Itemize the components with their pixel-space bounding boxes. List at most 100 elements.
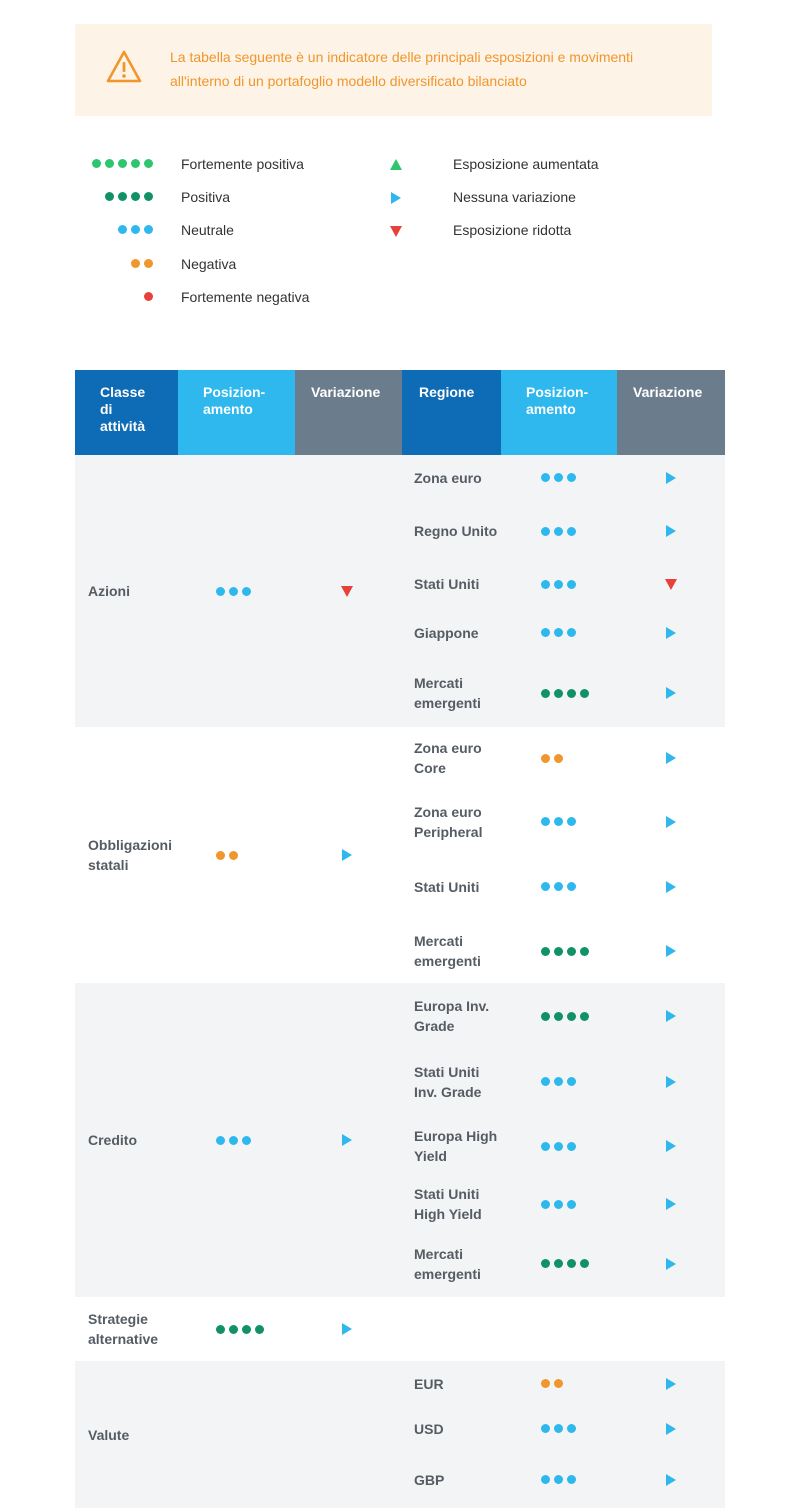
neutral-rating-dots bbox=[541, 579, 616, 589]
table-row: Stati Uniti High Yield bbox=[75, 1178, 725, 1230]
table-row: Mercati emergenti bbox=[75, 659, 725, 727]
region-change-cell bbox=[617, 1230, 725, 1297]
rating-dot bbox=[229, 850, 238, 860]
table-row: Regno Unito bbox=[75, 500, 725, 562]
positive-rating-dots bbox=[541, 946, 616, 956]
triangle-right-icon bbox=[666, 1075, 676, 1088]
rating-dot bbox=[567, 628, 576, 637]
rating-dot bbox=[541, 628, 550, 637]
legend-label-neutral: Neutrale bbox=[181, 222, 234, 238]
triangle-right-icon bbox=[342, 849, 352, 861]
triangle-down-icon bbox=[665, 579, 677, 590]
region-cell: Stati Uniti bbox=[402, 562, 501, 606]
table-row: Mercati emergenti bbox=[75, 1230, 725, 1297]
triangle-right-icon bbox=[391, 192, 401, 204]
region-change-cell bbox=[617, 562, 725, 606]
rating-dot bbox=[229, 1135, 238, 1145]
rating-dot bbox=[541, 817, 550, 826]
region-change-cell bbox=[617, 606, 725, 659]
triangle-right-icon bbox=[666, 815, 676, 828]
triangle-right-icon bbox=[666, 1473, 676, 1486]
region-positioning-cell bbox=[501, 789, 617, 854]
legend-label-triangle-right: Nessuna variazione bbox=[453, 189, 576, 205]
region-cell: Mercati emergenti bbox=[402, 659, 501, 727]
rating-dot bbox=[118, 192, 127, 201]
asset-class-cell: Obbligazioni statali bbox=[75, 727, 178, 983]
rating-dot bbox=[216, 1135, 225, 1145]
rating-dot bbox=[567, 1077, 576, 1086]
triangle-right-icon bbox=[666, 1422, 676, 1435]
triangle-up-icon bbox=[390, 159, 402, 170]
rating-dot bbox=[567, 1259, 576, 1268]
region-change-cell bbox=[617, 1297, 725, 1361]
asset-class-cell: Strategie alternative bbox=[75, 1297, 178, 1361]
table-row: Obbligazioni statali Zona euro Core bbox=[75, 727, 725, 983]
strongly-negative-rating-dots bbox=[144, 292, 153, 301]
region-change-cell bbox=[617, 659, 725, 727]
region-change-cell bbox=[617, 500, 725, 562]
neutral-rating-dots bbox=[216, 586, 294, 596]
rating-dot bbox=[541, 1077, 550, 1086]
asset-change-cell bbox=[295, 1361, 402, 1508]
disclaimer-notice: La tabella seguente è un indicatore dell… bbox=[75, 24, 712, 116]
region-change-cell bbox=[617, 455, 725, 500]
neutral-rating-dots bbox=[216, 1135, 294, 1145]
rating-dot bbox=[118, 225, 127, 234]
allocation-table: Classe di attività Posizion-amento Varia… bbox=[75, 370, 725, 1508]
rating-dot bbox=[229, 586, 238, 596]
strongly-positive-rating-dots bbox=[92, 159, 153, 168]
triangle-right-icon bbox=[666, 1198, 676, 1210]
rating-dot bbox=[554, 1141, 563, 1151]
triangle-right-icon bbox=[666, 880, 676, 893]
region-positioning-cell bbox=[501, 983, 617, 1049]
table-row: GBP bbox=[75, 1451, 725, 1508]
negative-rating-dots bbox=[131, 259, 153, 268]
asset-positioning-cell bbox=[178, 1297, 295, 1361]
region-positioning-cell bbox=[501, 1049, 617, 1114]
rating-dot bbox=[554, 688, 563, 698]
rating-dot bbox=[554, 1259, 563, 1268]
region-change-cell bbox=[617, 789, 725, 854]
negative-rating-dots bbox=[216, 850, 294, 860]
rating-dot bbox=[580, 1011, 589, 1021]
region-change-cell bbox=[617, 919, 725, 983]
rating-dot bbox=[105, 192, 114, 201]
legend-label-negative: Negativa bbox=[181, 256, 237, 272]
rating-dot bbox=[567, 526, 576, 536]
table-row: Europa High Yield bbox=[75, 1114, 725, 1178]
rating-dot bbox=[131, 225, 140, 234]
header-region-change: Variazione bbox=[617, 370, 725, 455]
rating-dot bbox=[567, 946, 576, 956]
warning-icon bbox=[106, 50, 142, 83]
rating-dot bbox=[567, 1475, 576, 1484]
rating-dot bbox=[567, 882, 576, 891]
rating-dot bbox=[567, 1424, 576, 1433]
asset-positioning-cell bbox=[178, 1361, 295, 1508]
rating-dot bbox=[541, 579, 550, 589]
region-change-cell bbox=[617, 1049, 725, 1114]
legend-label-strongly-negative: Fortemente negativa bbox=[181, 289, 310, 305]
rating-dot bbox=[229, 1324, 238, 1334]
neutral-rating-dots bbox=[541, 882, 616, 891]
triangle-right-icon bbox=[666, 1140, 676, 1152]
rating-dot bbox=[554, 946, 563, 956]
legend-label-triangle-down: Esposizione ridotta bbox=[453, 222, 572, 238]
positive-rating-dots bbox=[541, 1011, 616, 1021]
triangle-right-icon bbox=[666, 626, 676, 639]
asset-positioning-cell bbox=[178, 455, 295, 727]
rating-dot bbox=[554, 1011, 563, 1021]
triangle-down-icon bbox=[390, 226, 402, 237]
rating-dot bbox=[567, 473, 576, 482]
rating-dot bbox=[242, 1135, 251, 1145]
rating-dot bbox=[567, 1199, 576, 1209]
header-change-label: Variazione bbox=[311, 384, 381, 400]
table-row: USD bbox=[75, 1406, 725, 1451]
region-cell: Zona euro Peripheral bbox=[402, 789, 501, 854]
negative-rating-dots bbox=[541, 1379, 616, 1388]
rating-dot bbox=[554, 817, 563, 826]
asset-positioning-cell bbox=[178, 983, 295, 1297]
table-row: Mercati emergenti bbox=[75, 919, 725, 983]
region-positioning-cell bbox=[501, 659, 617, 727]
triangle-right-icon bbox=[666, 1257, 676, 1270]
region-cell: Regno Unito bbox=[402, 500, 501, 562]
